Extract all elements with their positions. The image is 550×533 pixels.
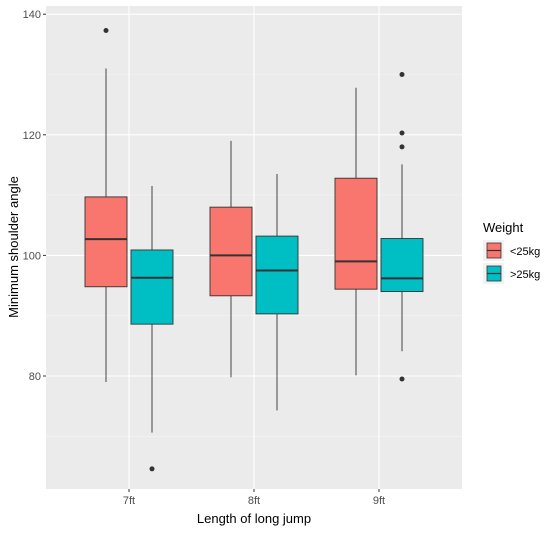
major-gridlines: [46, 6, 462, 489]
box-iqr: [380, 238, 424, 293]
outlier-point: [399, 130, 405, 136]
y-tick-label: 120: [23, 130, 41, 142]
legend-label: >25kg: [510, 269, 540, 281]
legend: Weight <25kg >25kg: [483, 220, 540, 284]
outlier-point: [103, 27, 109, 33]
legend-title: Weight: [483, 220, 524, 235]
x-tick-label: 9ft: [373, 495, 385, 507]
x-tick-label: 8ft: [248, 495, 260, 507]
box-series: [84, 27, 424, 472]
x-tick-label: 7ft: [123, 495, 135, 507]
x-axis: 7ft 8ft 9ft: [123, 489, 385, 507]
y-tick-label: 80: [29, 371, 41, 383]
box-7ft-under-25kg: [84, 27, 128, 383]
y-tick-label: 140: [23, 9, 41, 21]
box-iqr: [334, 177, 378, 290]
legend-label: <25kg: [510, 246, 540, 258]
y-axis-title: Minimum shoulder angle: [6, 176, 21, 318]
box-9ft-under-25kg: [334, 87, 378, 376]
x-axis-title: Length of long jump: [197, 511, 311, 526]
outlier-point: [149, 466, 155, 472]
box-iqr: [255, 235, 299, 315]
outlier-point: [399, 72, 405, 77]
box-8ft-over-25kg: [255, 173, 299, 411]
outlier-point: [399, 376, 405, 382]
box-8ft-under-25kg: [209, 140, 253, 378]
outlier-point: [399, 144, 405, 150]
y-axis: 80 100 120 140: [23, 9, 46, 383]
box-iqr: [84, 196, 128, 288]
box-7ft-over-25kg: [130, 186, 174, 472]
box-9ft-over-25kg: [380, 72, 424, 382]
box-iqr: [209, 206, 253, 297]
legend-keys: <25kg >25kg: [483, 240, 540, 284]
y-tick-label: 100: [23, 250, 41, 262]
box-iqr: [130, 249, 174, 325]
